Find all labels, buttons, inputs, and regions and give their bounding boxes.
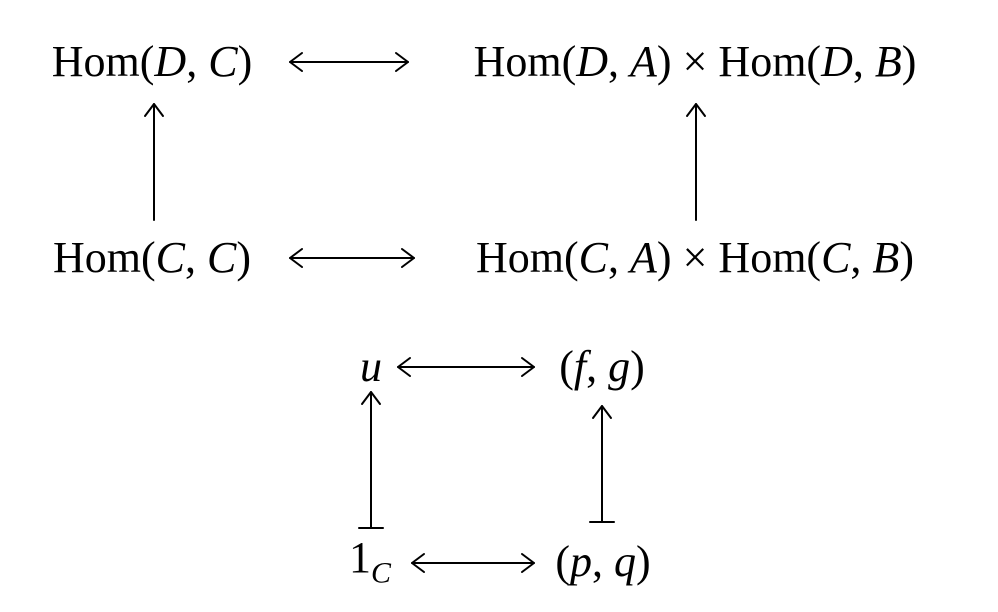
hom-d-c: Hom(D, C) bbox=[51, 37, 253, 86]
element-f-g: (f, g) bbox=[559, 342, 645, 391]
hom-c-c: Hom(C, C) bbox=[52, 233, 252, 282]
element-u: u bbox=[360, 342, 382, 391]
bijection-arrow-top bbox=[289, 52, 409, 72]
element-identity-c: 1C bbox=[349, 532, 391, 590]
bijection-arrow-u-fg bbox=[397, 357, 535, 377]
hom-d-a-times-hom-d-b: Hom(D, A) × Hom(D, B) bbox=[473, 37, 917, 86]
mapsto-arrow-left bbox=[358, 391, 384, 529]
mapsto-arrow-right bbox=[589, 405, 615, 523]
precompose-arrow-right bbox=[686, 103, 706, 221]
hom-c-a-times-hom-c-b: Hom(C, A) × Hom(C, B) bbox=[476, 233, 914, 282]
element-p-q: (p, q) bbox=[555, 537, 651, 586]
precompose-arrow-left bbox=[144, 103, 164, 221]
bijection-arrow-middle bbox=[289, 248, 415, 268]
bijection-arrow-1c-pq bbox=[411, 553, 535, 573]
